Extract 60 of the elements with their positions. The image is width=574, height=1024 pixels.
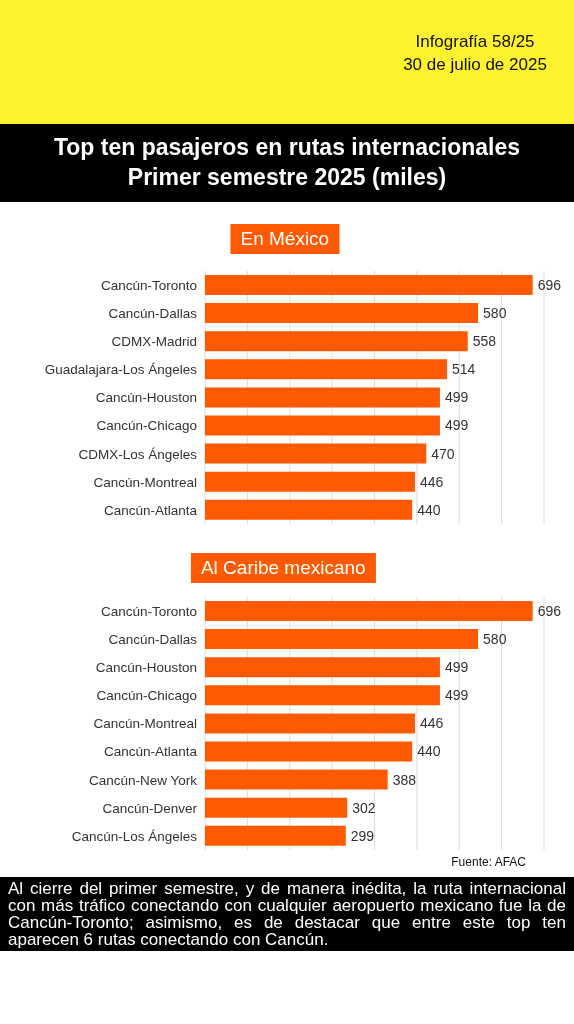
y-tick-label: Guadalajara-Los Ángeles bbox=[44, 362, 198, 378]
data-label: 499 bbox=[444, 389, 469, 406]
bar bbox=[205, 713, 415, 734]
data-label: 514 bbox=[452, 361, 476, 378]
y-tick-label: Cancún-Atlanta bbox=[103, 502, 198, 518]
text: Al cierre del primer semestre, y de manera inédita, la ruta internacional con más tráfico conectando con cualquier aeropuerto mexicano fue la de Cancún-Toronto; asimismo, es de destacar que entre este top ten aparecen 6 rutas conectando con Cancún. bbox=[0, 877, 574, 951]
chart-title: Al Caribe mexicano bbox=[190, 553, 376, 583]
text: Infografía 58/25 30 de julio de 2025 bbox=[402, 31, 548, 76]
y-tick-label: CDMX-Los Ángeles bbox=[78, 446, 198, 462]
data-label: 440 bbox=[417, 743, 441, 760]
bar bbox=[205, 415, 440, 436]
chart-subtitle: En México bbox=[230, 224, 340, 254]
y-tick-label: Cancún-Atlanta bbox=[103, 744, 198, 760]
data-label: 446 bbox=[419, 715, 444, 732]
y-tick-label: Cancún-Chicago bbox=[96, 418, 197, 434]
data-label: 388 bbox=[392, 771, 417, 788]
data-label: 499 bbox=[444, 659, 469, 676]
data-label: 302 bbox=[352, 799, 376, 816]
data-label: 440 bbox=[417, 501, 441, 518]
y-tick-label: Cancún-Dallas bbox=[108, 305, 198, 321]
data-label: 580 bbox=[483, 305, 507, 322]
data-label: 558 bbox=[472, 333, 497, 350]
bar bbox=[205, 600, 533, 621]
y-tick-label: CDMX-Madrid bbox=[111, 334, 197, 350]
bar bbox=[205, 769, 388, 790]
data-label: 580 bbox=[483, 631, 507, 648]
y-tick-label: Cancún-Toronto bbox=[100, 603, 197, 619]
y-tick-label: Cancún-Toronto bbox=[100, 277, 197, 293]
chart-title: Top ten pasajeros en rutas internacionales Primer semestre 2025 (miles) bbox=[0, 124, 574, 202]
bar bbox=[205, 359, 448, 380]
source-note: Fuente: AFAC bbox=[451, 855, 526, 869]
y-tick-label: Cancún-Denver bbox=[102, 800, 198, 816]
bar bbox=[205, 274, 533, 295]
bar bbox=[205, 443, 427, 464]
y-tick-label: Cancún-Dallas bbox=[108, 631, 198, 647]
bar bbox=[205, 387, 440, 408]
bar bbox=[205, 741, 413, 762]
bar bbox=[205, 685, 440, 706]
y-tick-label: Cancún-New York bbox=[88, 772, 198, 788]
y-tick-label: Cancún-Houston bbox=[95, 390, 197, 406]
y-tick-label: Cancún-Montreal bbox=[93, 474, 197, 490]
bar bbox=[205, 657, 440, 678]
bar bbox=[205, 331, 468, 352]
data-label: 696 bbox=[537, 602, 562, 619]
bar bbox=[205, 629, 479, 650]
data-label: 446 bbox=[419, 473, 444, 490]
bar bbox=[205, 499, 413, 520]
bar bbox=[205, 797, 348, 818]
y-tick-label: Cancún-Chicago bbox=[96, 688, 197, 704]
data-label: 299 bbox=[350, 827, 375, 844]
data-label: 696 bbox=[537, 276, 562, 293]
y-tick-label: Cancún-Los Ángeles bbox=[71, 828, 198, 844]
bar bbox=[205, 303, 479, 324]
y-tick-label: Cancún-Houston bbox=[95, 660, 197, 676]
data-label: 499 bbox=[444, 417, 469, 434]
bar bbox=[205, 471, 415, 492]
data-label: 499 bbox=[444, 687, 469, 704]
y-tick-label: Cancún-Montreal bbox=[93, 716, 197, 732]
bar bbox=[205, 825, 346, 846]
data-label: 470 bbox=[431, 445, 455, 462]
